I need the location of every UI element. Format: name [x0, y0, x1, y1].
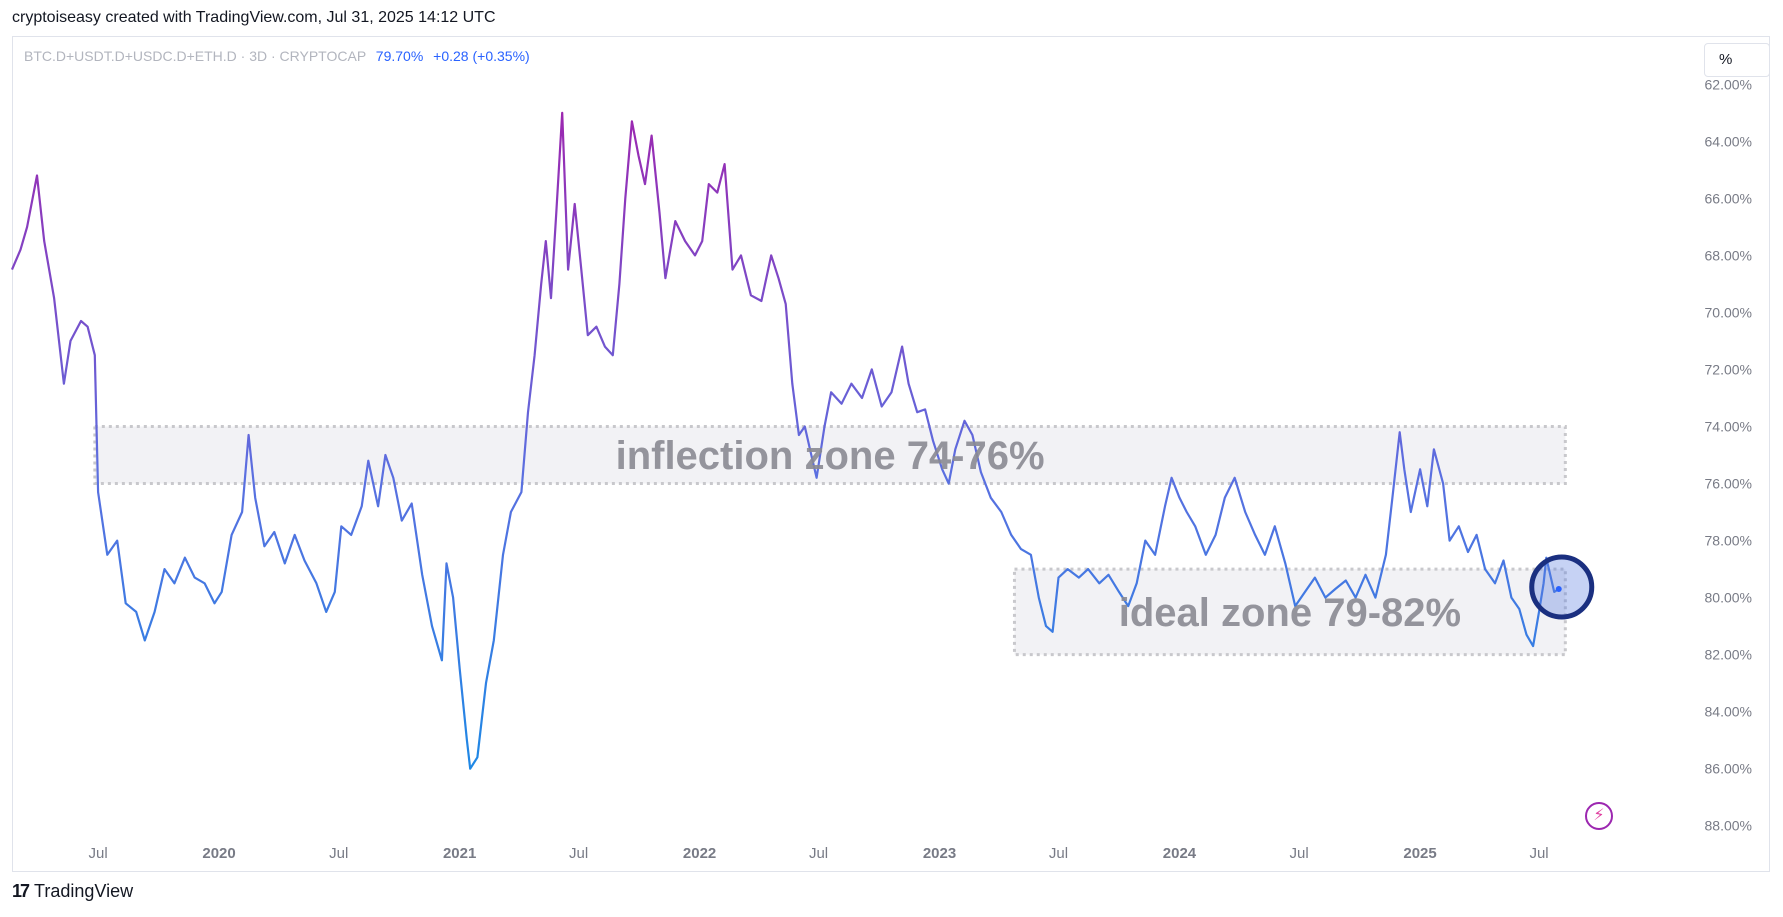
y-tick-label: 64.00% [1705, 133, 1752, 149]
x-tick-label: 2024 [1163, 845, 1197, 862]
y-tick-label: 88.00% [1705, 818, 1752, 834]
x-tick-label: Jul [569, 845, 588, 862]
percent-scale-button[interactable]: % [1704, 43, 1770, 77]
chart-frame[interactable] [12, 36, 1770, 872]
chart-author-header: cryptoiseasy created with TradingView.co… [12, 9, 496, 26]
x-tick-label: Jul [329, 845, 348, 862]
y-tick-label: 74.00% [1705, 418, 1752, 434]
y-tick-label: 70.00% [1705, 304, 1752, 320]
tradingview-brand-name: TradingView [34, 881, 134, 901]
tradingview-footer: 17 TradingView [12, 881, 133, 902]
symbol-legend: BTC.D+USDT.D+USDC.D+ETH.D · 3D · CRYPTOC… [24, 48, 530, 64]
symbol-name: BTC.D+USDT.D+USDC.D+ETH.D · 3D · CRYPTOC… [24, 48, 366, 64]
y-tick-label: 84.00% [1705, 704, 1752, 720]
x-tick-label: Jul [809, 845, 828, 862]
x-tick-label: Jul [1290, 845, 1309, 862]
alert-lightning-icon[interactable]: ⚡ [1585, 802, 1613, 830]
inflection-zone-label: inflection zone 74-76% [616, 434, 1045, 478]
x-tick-label: 2020 [202, 845, 235, 862]
last-price-dot [1555, 586, 1562, 593]
y-tick-label: 62.00% [1705, 76, 1752, 92]
y-tick-label: 76.00% [1705, 476, 1752, 492]
ideal-zone-label: ideal zone 79-82% [1119, 591, 1461, 635]
y-tick-label: 86.00% [1705, 761, 1752, 777]
symbol-last-value: 79.70% [375, 48, 424, 64]
y-tick-label: 82.00% [1705, 647, 1752, 663]
x-tick-label: 2022 [683, 845, 716, 862]
inflection-zone-box [93, 424, 1567, 486]
y-tick-label: 72.00% [1705, 361, 1752, 377]
x-tick-label: Jul [1529, 845, 1548, 862]
y-tick-label: 66.00% [1705, 190, 1752, 206]
y-tick-label: 68.00% [1705, 247, 1752, 263]
x-tick-label: 2021 [443, 845, 476, 862]
tradingview-logo-icon: 17 [12, 881, 30, 901]
symbol-change: +0.28 (+0.35%) [433, 48, 530, 64]
x-tick-label: 2025 [1403, 845, 1436, 862]
highlight-circle-marker [1529, 554, 1595, 620]
y-tick-label: 78.00% [1705, 533, 1752, 549]
x-tick-label: 2023 [923, 845, 956, 862]
y-tick-label: 80.00% [1705, 590, 1752, 606]
x-tick-label: Jul [1049, 845, 1068, 862]
x-tick-label: Jul [89, 845, 108, 862]
dominance-line [10, 111, 1560, 770]
